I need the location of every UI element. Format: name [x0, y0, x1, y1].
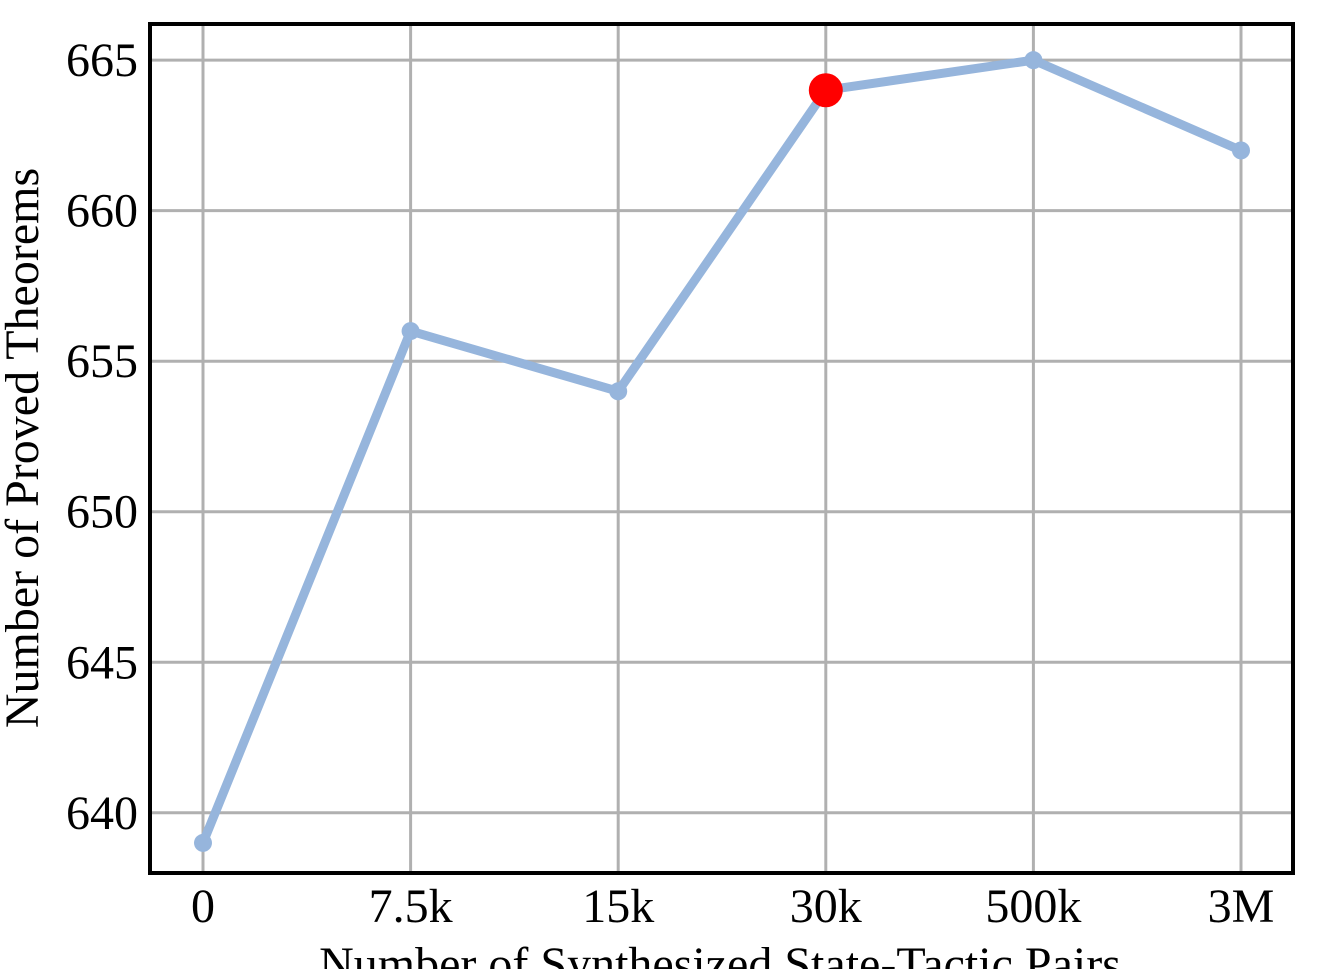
x-tick-label: 7.5k [369, 880, 453, 933]
data-point [194, 833, 212, 852]
y-tick-label: 655 [66, 335, 138, 388]
y-tick-label: 660 [66, 185, 138, 238]
data-point [1232, 141, 1250, 160]
data-point [609, 382, 628, 401]
y-tick-label: 645 [66, 636, 138, 689]
y-tick-label: 640 [66, 787, 138, 840]
x-tick-label: 500k [985, 880, 1081, 933]
y-axis-label: Number of Proved Theorems [0, 168, 49, 728]
x-tick-label: 3M [1208, 880, 1275, 933]
y-tick-label: 665 [66, 34, 138, 87]
y-axis-ticks: 640 645 650 655 660 665 [66, 34, 138, 840]
x-axis-label: Number of Synthesized State-Tactic Pairs [319, 938, 1121, 969]
x-axis-ticks: 0 7.5k 15k 30k 500k 3M [191, 880, 1274, 933]
x-tick-label: 30k [790, 880, 862, 933]
y-tick-label: 650 [66, 486, 138, 539]
data-point [1024, 51, 1043, 70]
series [194, 51, 1250, 852]
grid [150, 24, 1293, 873]
highlighted-data-point [808, 73, 843, 108]
data-point [401, 322, 420, 341]
plot-frame [148, 22, 1295, 875]
x-tick-label: 0 [191, 880, 215, 933]
series-line [198, 55, 1246, 848]
x-tick-label: 15k [582, 880, 654, 933]
